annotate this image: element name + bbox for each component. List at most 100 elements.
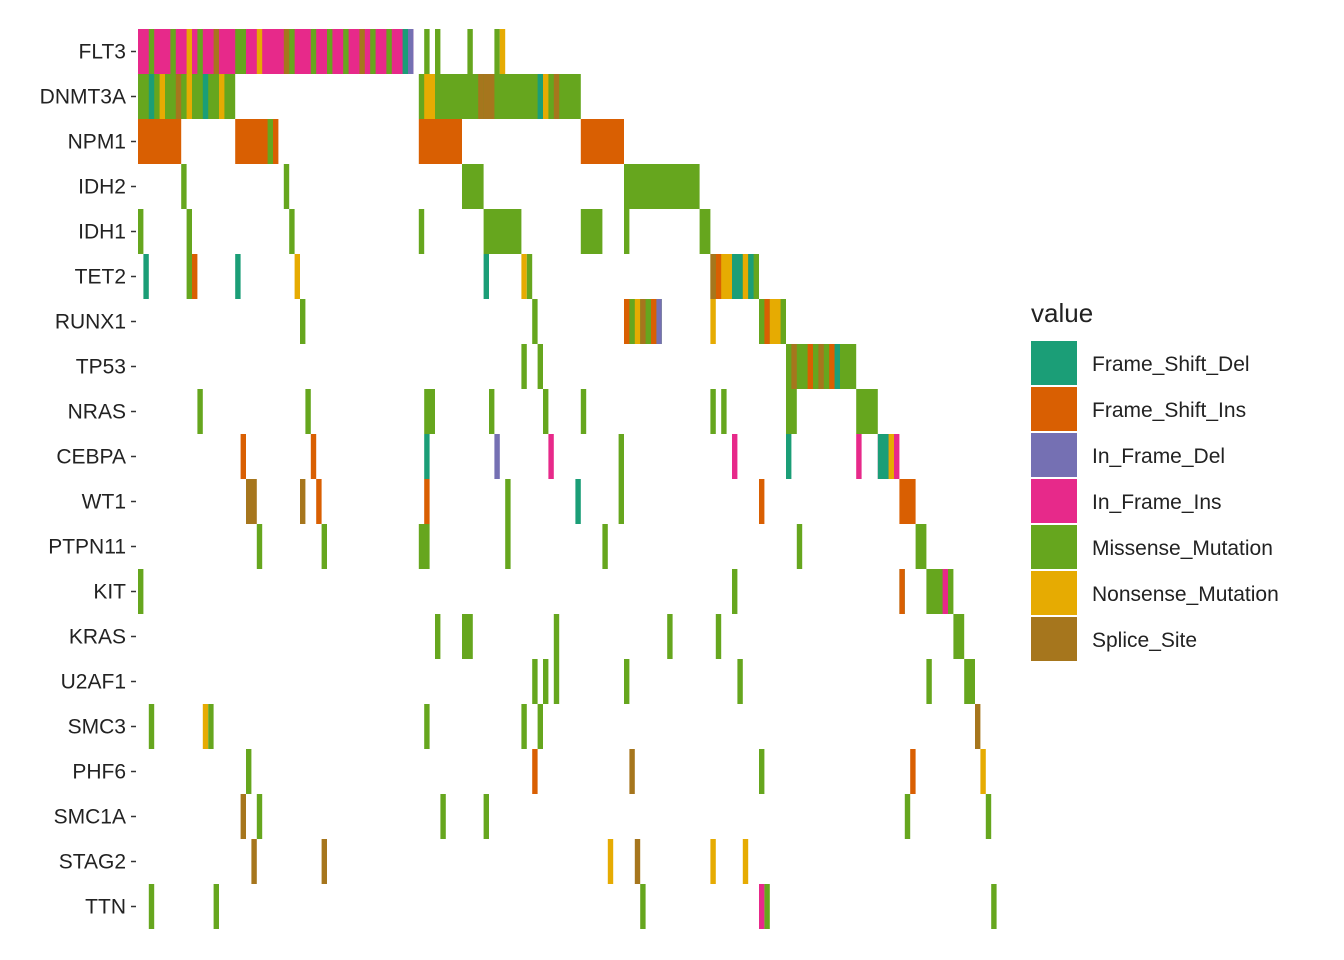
mutation-cell [289, 209, 295, 254]
mutation-cell [186, 209, 192, 254]
mutation-cell [521, 254, 527, 299]
mutation-cell [408, 29, 414, 74]
mutation-cell [721, 389, 727, 434]
mutation-cell [877, 434, 889, 479]
y-tick-label: SMC1A [54, 806, 126, 829]
mutation-cell [640, 299, 646, 344]
mutation-cell [219, 74, 225, 119]
mutation-cell [964, 659, 975, 704]
mutation-cell [467, 29, 473, 74]
mutation-cell [856, 434, 862, 479]
legend-key [1031, 525, 1077, 569]
mutation-cell [462, 164, 484, 209]
mutation-cell [505, 524, 511, 569]
mutation-cell [181, 164, 187, 209]
mutation-cell [732, 254, 743, 299]
mutation-cell [834, 344, 840, 389]
mutation-cell [759, 479, 765, 524]
mutation-cell [424, 74, 435, 119]
y-tick-label: FLT3 [79, 41, 126, 64]
legend-label: Nonsense_Mutation [1092, 583, 1279, 606]
y-tick-label: TTN [85, 896, 126, 919]
mutation-cell [148, 884, 155, 929]
mutation-cell [305, 389, 311, 434]
legend-label: Splice_Site [1092, 629, 1197, 652]
mutation-cell [327, 29, 333, 74]
mutation-cell [548, 434, 554, 479]
mutation-cell [543, 659, 549, 704]
mutation-cell [170, 29, 176, 74]
mutation-cell [553, 659, 560, 704]
mutation-cell [710, 299, 716, 344]
mutation-cell [624, 299, 630, 344]
mutation-cell [316, 479, 322, 524]
mutation-cell [629, 749, 635, 794]
mutation-cell [521, 344, 527, 389]
y-tick-label: SMC3 [68, 716, 126, 739]
y-tick-label: STAG2 [59, 851, 126, 874]
mutation-cell [483, 794, 489, 839]
mutation-cell [424, 29, 430, 74]
mutation-cell [402, 29, 408, 74]
y-tick-label: PHF6 [72, 761, 126, 784]
mutation-cell [143, 254, 149, 299]
mutation-cell [537, 344, 543, 389]
mutation-cell [543, 74, 549, 119]
y-tick-label: TET2 [75, 266, 126, 289]
mutation-cell [532, 749, 538, 794]
y-tick-label: NRAS [68, 401, 126, 424]
mutation-cell [202, 74, 209, 119]
mutation-cell [343, 29, 349, 74]
mutation-cell [737, 659, 743, 704]
legend-key [1031, 571, 1077, 615]
mutation-cell [580, 389, 587, 434]
mutation-cell [138, 569, 144, 614]
mutation-cell [246, 479, 257, 524]
mutation-cell [235, 254, 241, 299]
mutation-cell [505, 479, 511, 524]
y-tick-label: WT1 [82, 491, 126, 514]
heatmap-cells [138, 29, 997, 929]
mutation-cell [915, 524, 927, 569]
y-tick-label: KIT [93, 581, 126, 604]
mutation-cell [926, 569, 954, 614]
mutation-cell [494, 29, 500, 74]
legend-key [1031, 617, 1077, 661]
mutation-cell [202, 704, 209, 749]
mutation-cell [138, 119, 182, 164]
mutation-cell [553, 614, 560, 659]
y-tick-label: DNMT3A [40, 86, 126, 109]
mutation-cell [899, 569, 905, 614]
mutation-cell [192, 254, 198, 299]
mutation-cell [256, 794, 263, 839]
mutation-cell [791, 344, 797, 389]
mutation-cell [148, 704, 155, 749]
mutation-cell [543, 389, 549, 434]
mutation-cell [300, 299, 306, 344]
mutation-cell [710, 839, 716, 884]
mutation-cell [618, 479, 624, 524]
mutation-cell [197, 389, 203, 434]
mutation-cell [980, 749, 986, 794]
mutation-cell [283, 29, 295, 74]
mutation-cell [764, 884, 770, 929]
mutation-cell [213, 29, 219, 74]
mutation-cell [634, 299, 641, 344]
mutation-cell [186, 29, 192, 74]
legend-label: Missense_Mutation [1092, 537, 1273, 560]
mutation-cell [910, 749, 916, 794]
mutation-cell [926, 659, 932, 704]
mutation-cell [732, 569, 738, 614]
mutation-cell [435, 614, 441, 659]
mutation-cell [651, 299, 657, 344]
legend-label: Frame_Shift_Ins [1092, 399, 1246, 422]
mutation-cell [764, 299, 770, 344]
mutation-cell [888, 434, 894, 479]
mutation-cell [807, 344, 813, 389]
mutation-cell [440, 794, 446, 839]
mutation-cell [607, 839, 614, 884]
y-tick-label: PTPN11 [48, 536, 126, 559]
mutation-cell [991, 884, 997, 929]
legend-key [1031, 433, 1077, 477]
